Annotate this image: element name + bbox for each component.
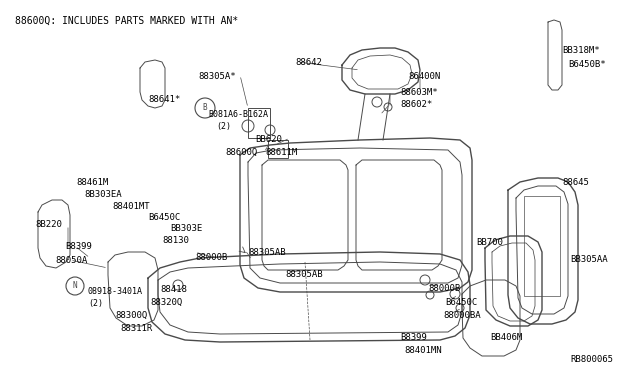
Text: 88300Q: 88300Q [115, 311, 147, 320]
Text: 8B220: 8B220 [35, 220, 62, 229]
Text: N: N [73, 282, 77, 291]
Text: BB318M*: BB318M* [562, 46, 600, 55]
Bar [248, 108, 270, 138]
Text: 88461M: 88461M [76, 178, 108, 187]
Text: 88305A*: 88305A* [198, 72, 236, 81]
Text: BB406M: BB406M [490, 333, 522, 342]
Text: 88401MT: 88401MT [112, 202, 150, 211]
Text: (2): (2) [88, 299, 103, 308]
Text: 88602*: 88602* [400, 100, 432, 109]
Text: BB305AA: BB305AA [570, 255, 607, 264]
Text: BB620: BB620 [255, 135, 282, 144]
Text: B6450B*: B6450B* [568, 60, 605, 69]
Text: B6450C: B6450C [148, 213, 180, 222]
Text: 88611M: 88611M [265, 148, 297, 157]
Text: 88000B: 88000B [195, 253, 227, 262]
Text: 08918-3401A: 08918-3401A [88, 287, 143, 296]
Text: B081A6-B162A: B081A6-B162A [208, 110, 268, 119]
Text: 88645: 88645 [562, 178, 589, 187]
Text: B6450C: B6450C [445, 298, 477, 307]
Text: 88320Q: 88320Q [150, 298, 182, 307]
Text: BB700: BB700 [476, 238, 503, 247]
Text: 88641*: 88641* [148, 95, 180, 104]
Text: 86400N: 86400N [408, 72, 440, 81]
Bar [524, 196, 560, 296]
Text: 88600Q: 88600Q [225, 148, 257, 157]
Text: B: B [203, 103, 207, 112]
Text: 88600Q: INCLUDES PARTS MARKED WITH AN*: 88600Q: INCLUDES PARTS MARKED WITH AN* [15, 16, 238, 26]
Text: 88603M*: 88603M* [400, 88, 438, 97]
Text: 88130: 88130 [162, 236, 189, 245]
Text: 88000BA: 88000BA [443, 311, 481, 320]
Text: 88418: 88418 [160, 285, 187, 294]
Text: 88000B: 88000B [428, 284, 460, 293]
Text: 88305AB: 88305AB [285, 270, 323, 279]
Text: (2): (2) [216, 122, 231, 131]
Text: 88305AB: 88305AB [248, 248, 285, 257]
Text: B8399: B8399 [65, 242, 92, 251]
Bar [268, 140, 288, 158]
Text: BB303E: BB303E [170, 224, 202, 233]
Text: 88401MN: 88401MN [404, 346, 442, 355]
Text: 88050A: 88050A [55, 256, 87, 265]
Text: 88642: 88642 [295, 58, 322, 67]
Text: 88311R: 88311R [120, 324, 152, 333]
Text: 8B303EA: 8B303EA [84, 190, 122, 199]
Text: B8399: B8399 [400, 333, 427, 342]
Text: RB800065: RB800065 [570, 355, 613, 364]
